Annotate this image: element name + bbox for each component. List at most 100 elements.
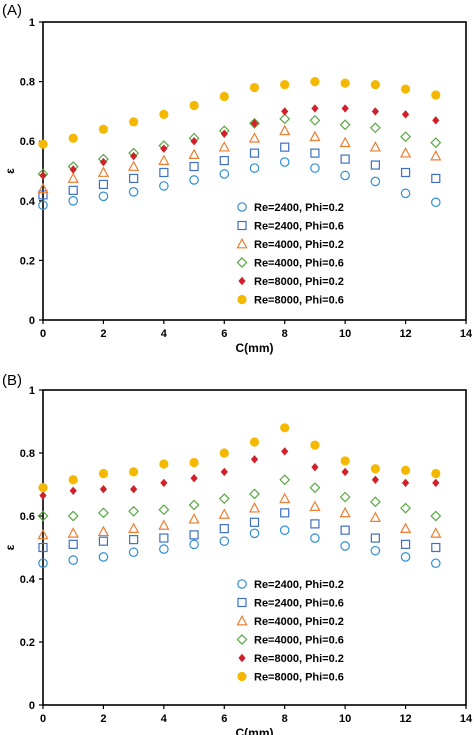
data-point [431, 468, 441, 479]
data-point [249, 117, 260, 129]
data-point [98, 179, 109, 190]
series-5 [38, 77, 441, 149]
data-point [39, 491, 47, 500]
x-tick-label: 0 [40, 713, 46, 725]
data-point [430, 137, 442, 149]
data-point [67, 527, 79, 538]
legend-label: Re=8000, Phi=0.2 [254, 653, 344, 665]
data-point [309, 482, 321, 494]
data-point [38, 483, 48, 493]
panel-label-a: (A) [2, 2, 22, 19]
data-point [129, 173, 139, 184]
data-point [219, 536, 230, 546]
data-point [218, 508, 230, 519]
data-point [400, 552, 411, 562]
data-point [128, 187, 139, 197]
data-point [159, 181, 169, 191]
plot-frame [42, 389, 467, 706]
data-point [219, 524, 229, 534]
data-point [248, 502, 261, 513]
chart-a-svg: 00.20.40.60.810 2 4 6 8 10 12 14C(mm)εRe=2400, … [3, 17, 473, 355]
data-point [279, 157, 290, 167]
x-tick-label: 10 [339, 713, 351, 725]
data-point [159, 544, 169, 554]
data-point [401, 478, 410, 488]
data-point [190, 474, 198, 483]
data-point [37, 528, 49, 540]
data-point [128, 160, 140, 171]
x-tick-label: 10 [339, 328, 351, 340]
y-tick-label: 0.4 [20, 574, 36, 586]
data-point [189, 530, 199, 540]
legend-marker [236, 614, 248, 626]
data-point [68, 185, 78, 195]
x-tick-label: 0 [40, 328, 46, 340]
data-point [309, 500, 321, 511]
legend-label: Re=2400, Phi=0.2 [254, 579, 344, 591]
data-point [98, 124, 109, 134]
data-point [97, 507, 109, 519]
data-point [431, 90, 441, 100]
data-point [431, 173, 441, 184]
data-point [160, 478, 168, 488]
x-tick-label: 2 [100, 328, 106, 340]
plot-frame [42, 21, 467, 321]
x-tick-label: 6 [221, 328, 227, 340]
legend-marker [236, 634, 248, 645]
data-point [218, 493, 230, 505]
data-point [281, 107, 289, 116]
legend-marker [237, 202, 247, 212]
data-point [249, 488, 260, 500]
series-1 [38, 142, 441, 200]
y-tick-label: 0.6 [20, 136, 35, 148]
data-point [37, 182, 49, 194]
data-point [340, 154, 350, 164]
data-point [370, 545, 381, 556]
x-tick-label: 2 [100, 713, 106, 725]
x-axis-label: C(mm) [236, 726, 274, 735]
data-point [248, 132, 261, 143]
legend-marker [237, 597, 247, 608]
data-point [310, 440, 320, 450]
series-1 [38, 508, 441, 553]
data-point [99, 485, 108, 494]
x-tick-label: 14 [460, 713, 473, 725]
data-point [130, 151, 138, 161]
data-point [430, 558, 441, 569]
x-tick-label: 4 [161, 713, 168, 725]
series-3 [37, 113, 442, 180]
data-point [339, 506, 351, 518]
data-point [249, 528, 260, 539]
series-4 [39, 104, 440, 180]
data-point [279, 525, 290, 535]
data-point [99, 157, 108, 167]
legend-label: Re=2400, Phi=0.2 [254, 202, 344, 214]
data-point [371, 475, 379, 484]
data-point [188, 499, 200, 511]
data-point [188, 513, 200, 524]
data-point [310, 148, 320, 158]
data-point [130, 485, 138, 494]
x-tick-label: 6 [221, 713, 227, 725]
data-point [430, 527, 442, 538]
data-point [128, 547, 139, 558]
data-point [98, 552, 109, 562]
y-tick-label: 1 [29, 385, 35, 397]
data-point [431, 542, 441, 553]
data-point [400, 188, 411, 199]
y-tick-label: 0.6 [20, 511, 35, 523]
data-point [281, 447, 289, 456]
data-point [158, 504, 170, 516]
y-tick-label: 0.8 [20, 448, 35, 460]
legend-marker [237, 294, 247, 305]
data-point [400, 84, 411, 94]
data-point [339, 136, 351, 148]
data-point [68, 133, 78, 143]
data-point [189, 539, 199, 550]
y-axis-label: ε [3, 544, 17, 550]
data-point [69, 486, 77, 495]
data-point [279, 474, 291, 486]
y-tick-label: 0.4 [20, 196, 36, 208]
data-point [250, 119, 259, 128]
data-point [370, 79, 380, 90]
